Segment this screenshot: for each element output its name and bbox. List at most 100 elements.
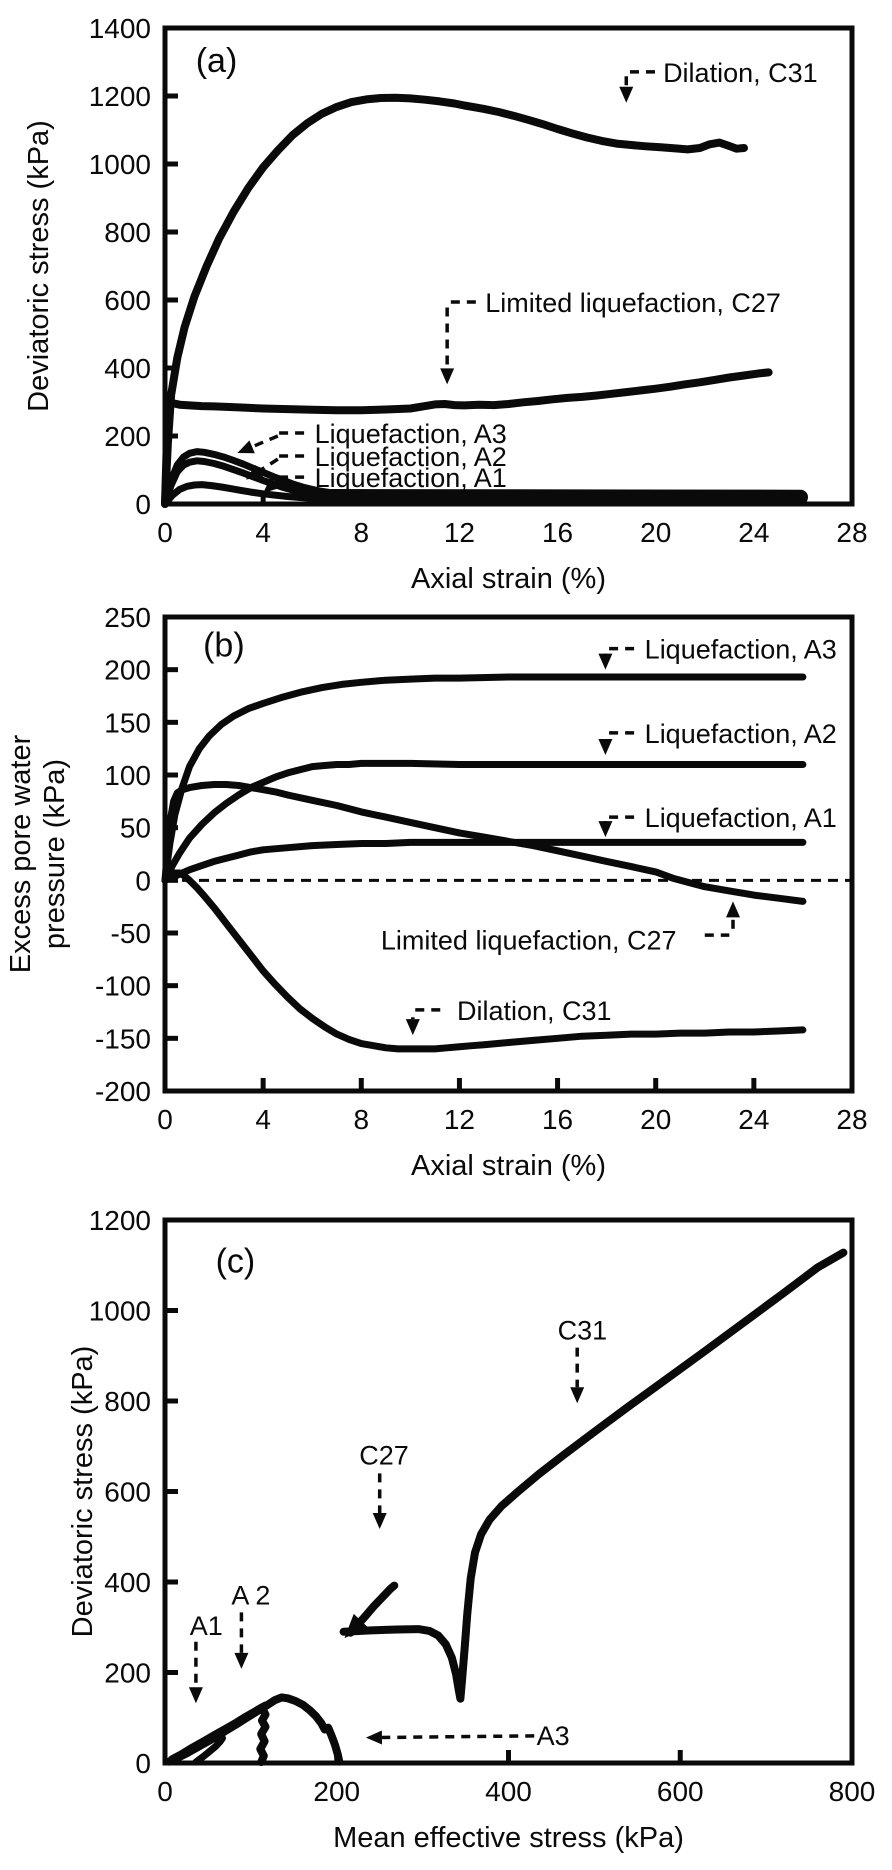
annotation-liquefaction-a1-a: Liquefaction, A1 — [315, 463, 507, 493]
plot-frame-a — [162, 25, 855, 507]
annotation-arrow-shaft-liquefaction-a2-a — [258, 457, 279, 473]
series-C27-limited-liquefaction-b — [161, 781, 807, 905]
annotation-arrowhead-c27-path-direction-c — [344, 1613, 369, 1639]
x-tick-label-a: 12 — [444, 517, 475, 548]
y-tick-label-a: 800 — [104, 217, 151, 248]
series-C31-dilation-a — [161, 93, 748, 508]
series-C27-limited-liquefaction-a — [161, 368, 773, 508]
y-tick-label-a: 1000 — [89, 149, 151, 180]
annotation-arrowhead-liquefaction-a1-a — [263, 477, 280, 494]
y-tick-label-b: 0 — [135, 865, 151, 896]
y-tick-label-b: 200 — [104, 655, 151, 686]
y-tick-label-a: 600 — [104, 285, 151, 316]
y-axis-title-c: Deviatoric stress (kPa) — [67, 1346, 99, 1638]
annotation-arrowhead-dilation-c31-a — [619, 86, 634, 103]
y-tick-label-c: 1200 — [89, 1205, 151, 1236]
annotation-label-a3-c: A3 — [537, 1721, 570, 1751]
x-tick-label-a: 28 — [836, 517, 867, 548]
annotation-dilation-c31-b: Dilation, C31 — [457, 996, 612, 1026]
annotation-arrow-shaft-c27-path-direction-c — [358, 1616, 366, 1624]
x-axis-title-a: Axial strain (%) — [411, 563, 606, 595]
annotation-arrowhead-label-a2-c — [234, 1652, 249, 1669]
annotation-arrow-shaft-label-a3-c — [381, 1734, 535, 1740]
annotation-limited-liquefaction-c27-a: Limited liquefaction, C27 — [485, 288, 781, 318]
y-tick-label-a: 1200 — [89, 81, 151, 112]
series-A1-liquefaction-b — [161, 838, 807, 884]
annotation-arrow-shaft-liquefaction-a3-a — [251, 434, 279, 449]
y-tick-label-b: 100 — [104, 760, 151, 791]
x-tick-label-b: 20 — [640, 1104, 671, 1135]
y-tick-label-c: 1000 — [89, 1296, 151, 1327]
x-tick-label-a: 8 — [353, 517, 369, 548]
panel-label-c: (c) — [216, 1243, 256, 1281]
annotation-arrowhead-liquefaction-a2-a — [245, 465, 264, 480]
x-tick-label-a: 0 — [157, 517, 173, 548]
series-A1-stress-path-c — [165, 1733, 226, 1766]
plot-frame-c — [162, 1217, 855, 1766]
y-tick-label-c: 0 — [135, 1748, 151, 1779]
annotation-arrowhead-label-a3-c — [365, 1730, 383, 1745]
x-tick-label-c: 200 — [313, 1776, 360, 1807]
series-A3-liquefaction-b — [161, 673, 807, 884]
annotation-label-c31-c: C31 — [558, 1316, 608, 1346]
series-C31-dilation-b — [161, 869, 807, 1053]
y-tick-label-b: 50 — [120, 813, 151, 844]
x-tick-label-b: 24 — [738, 1104, 769, 1135]
x-tick-label-a: 24 — [738, 517, 769, 548]
y-tick-label-c: 600 — [104, 1477, 151, 1508]
series-A2-liquefaction-b — [161, 759, 807, 884]
annotation-arrowhead-liquefaction-a3-a — [237, 440, 255, 454]
x-tick-label-c: 0 — [157, 1776, 173, 1807]
series-A-curves-merged-band-a — [324, 489, 808, 505]
annotation-label-c27-c: C27 — [359, 1440, 409, 1470]
y-tick-label-c: 400 — [104, 1567, 151, 1598]
annotation-arrowhead-dilation-c31-b — [405, 1019, 420, 1036]
panel-label-b: (b) — [203, 626, 245, 664]
x-tick-label-a: 16 — [542, 517, 573, 548]
annotation-label-a1-c: A1 — [190, 1611, 223, 1641]
x-tick-label-c: 800 — [829, 1776, 876, 1807]
y-axis-title-a: Deviatoric stress (kPa) — [23, 120, 55, 412]
x-tick-label-b: 0 — [157, 1104, 173, 1135]
annotation-arrowhead-liquefaction-a1-b — [598, 821, 613, 838]
annotation-arrowhead-liquefaction-a2-b — [598, 738, 613, 755]
y-axis-title-b: pressure (kPa) — [39, 759, 71, 949]
x-tick-label-b: 4 — [255, 1104, 271, 1135]
y-tick-label-b: -150 — [95, 1023, 151, 1054]
annotation-liquefaction-a1-b: Liquefaction, A1 — [645, 803, 837, 833]
annotation-arrowhead-label-a1-c — [188, 1687, 203, 1704]
x-tick-label-c: 400 — [485, 1776, 532, 1807]
annotation-arrowhead-liquefaction-a3-b — [598, 653, 613, 670]
y-tick-label-c: 200 — [104, 1658, 151, 1689]
annotation-arrowhead-label-c31-c — [570, 1387, 585, 1404]
annotation-arrow-shaft-liquefaction-a1-a — [274, 478, 280, 484]
x-tick-label-b: 12 — [444, 1104, 475, 1135]
annotation-liquefaction-a2-a: Liquefaction, A2 — [315, 442, 507, 472]
y-tick-label-a: 0 — [135, 489, 151, 520]
annotation-dilation-c31-a: Dilation, C31 — [663, 58, 818, 88]
y-axis-title-b: Excess pore water — [5, 734, 37, 973]
annotation-arrowhead-label-c27-c — [372, 1513, 387, 1530]
x-tick-label-b: 28 — [836, 1104, 867, 1135]
annotation-liquefaction-a3-a: Liquefaction, A3 — [315, 419, 507, 449]
annotation-arrowhead-limited-liquefaction-c27-b — [726, 901, 741, 918]
annotation-label-a2-c: A 2 — [231, 1581, 270, 1611]
series-C27-C31-stress-path-c — [339, 1248, 848, 1703]
annotation-arrowhead-limited-liquefaction-c27-a — [440, 368, 455, 385]
y-tick-label-a: 1400 — [89, 13, 151, 44]
y-tick-label-b: 250 — [104, 602, 151, 633]
x-tick-label-c: 600 — [657, 1776, 704, 1807]
x-tick-label-a: 20 — [640, 517, 671, 548]
y-tick-label-b: -200 — [95, 1076, 151, 1107]
x-axis-title-b: Axial strain (%) — [411, 1150, 606, 1182]
x-tick-label-b: 16 — [542, 1104, 573, 1135]
y-tick-label-b: 150 — [104, 707, 151, 738]
annotation-liquefaction-a3-b: Liquefaction, A3 — [645, 635, 837, 665]
annotation-limited-liquefaction-c27-b: Limited liquefaction, C27 — [381, 925, 677, 955]
panel-label-a: (a) — [196, 42, 238, 80]
annotation-liquefaction-a2-b: Liquefaction, A2 — [645, 719, 837, 749]
x-tick-label-b: 8 — [353, 1104, 369, 1135]
x-axis-title-c: Mean effective stress (kPa) — [333, 1822, 684, 1854]
